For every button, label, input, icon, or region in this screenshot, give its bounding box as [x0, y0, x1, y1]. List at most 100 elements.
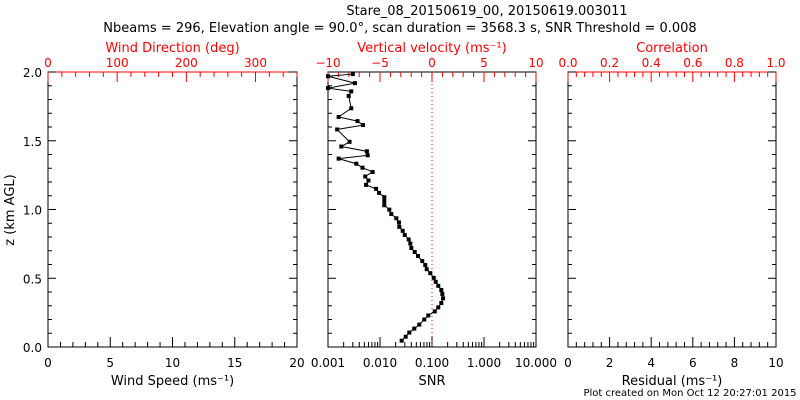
- snr-data-point: [394, 216, 399, 221]
- snr-data-point: [355, 119, 360, 124]
- x-tick-label: 6: [689, 356, 697, 370]
- snr-data-point: [424, 267, 429, 272]
- snr-data-point: [335, 127, 340, 132]
- top-x-tick-label: −5: [371, 56, 389, 70]
- snr-data-point: [406, 237, 411, 242]
- top-x-tick-label: −10: [315, 56, 340, 70]
- top-x-tick-label: 100: [106, 56, 129, 70]
- top-x-tick-label: 0.0: [558, 56, 577, 70]
- snr-data-point: [433, 279, 438, 284]
- panel-frame-left: [47, 71, 298, 348]
- snr-data-point: [389, 212, 394, 217]
- top-x-tick-label: 0.6: [683, 56, 702, 70]
- x-tick-label: 2: [606, 356, 614, 370]
- snr-data-point: [412, 249, 417, 254]
- snr-data-point: [397, 220, 402, 225]
- snr-data-point: [400, 228, 405, 233]
- snr-data-point: [409, 246, 414, 250]
- snr-data-point: [339, 144, 344, 149]
- snr-data-point: [439, 287, 444, 292]
- top-x-tick-label: 1.0: [766, 56, 785, 70]
- x-tick-label: 20: [289, 356, 304, 370]
- snr-data-point: [326, 86, 330, 91]
- top-x-tick-label: 0.4: [642, 56, 661, 70]
- snr-data-point: [417, 322, 422, 327]
- top-x-tick-label: 0: [428, 56, 436, 70]
- title-line-1: Stare_08_20150619_00, 20150619.003011: [346, 4, 627, 19]
- top-axis-label-middle: Vertical velocity (ms⁻¹): [357, 41, 506, 56]
- panel-frame-middle: [327, 71, 537, 348]
- x-tick-label: 5: [106, 356, 114, 370]
- top-x-tick-label: 0: [44, 56, 52, 70]
- x-axis-label-left: Wind Speed (ms⁻¹): [111, 374, 234, 389]
- snr-data-point: [436, 283, 441, 288]
- top-axis-label-right: Correlation: [636, 41, 708, 56]
- x-tick-label: 0: [564, 356, 572, 370]
- footer-timestamp: Plot created on Mon Oct 12 20:27:01 2015: [583, 388, 796, 399]
- x-tick-label: 0.001: [311, 356, 345, 370]
- snr-data-point: [360, 165, 365, 170]
- snr-data-point: [366, 178, 371, 183]
- panel-frame-right: [567, 71, 777, 348]
- snr-data-point: [346, 93, 351, 98]
- snr-data-point: [382, 203, 387, 208]
- snr-data-point: [370, 169, 375, 174]
- snr-data-point: [402, 232, 407, 237]
- snr-data-point: [420, 259, 425, 264]
- snr-data-point: [440, 291, 445, 296]
- x-tick-label: 4: [647, 356, 655, 370]
- snr-data-point: [364, 149, 369, 154]
- top-axis-label-left: Wind Direction (deg): [105, 41, 239, 56]
- snr-data-point: [354, 161, 359, 166]
- x-tick-label: 15: [227, 356, 242, 370]
- snr-data-point: [363, 174, 368, 179]
- top-x-tick-label: 0.2: [600, 56, 619, 70]
- x-tick-label: 1.000: [467, 356, 501, 370]
- title-line-2: Nbeams = 296, Elevation angle = 90.0°, s…: [103, 21, 696, 36]
- snr-data-point: [352, 81, 357, 86]
- snr-data-point: [441, 296, 446, 301]
- snr-data-point: [336, 114, 341, 119]
- snr-data-point: [326, 74, 330, 79]
- snr-data-point: [350, 72, 355, 77]
- snr-data-point: [377, 190, 382, 195]
- snr-data-point: [347, 139, 352, 144]
- y-axis-label: z (km AGL): [3, 174, 18, 245]
- x-tick-label: 0.100: [415, 356, 449, 370]
- top-x-tick-label: 200: [175, 56, 198, 70]
- snr-data-point: [403, 334, 408, 339]
- snr-data-point: [439, 301, 444, 305]
- snr-data-point: [365, 153, 370, 158]
- top-x-tick-label: 10: [528, 56, 543, 70]
- snr-data-point: [423, 263, 428, 268]
- x-tick-label: 8: [731, 356, 739, 370]
- snr-data-point: [422, 317, 427, 322]
- y-tick-label: 2.0: [23, 66, 42, 80]
- y-tick-label: 0.5: [23, 272, 42, 286]
- snr-data-point: [408, 241, 413, 246]
- snr-data-point: [416, 253, 421, 258]
- snr-data-point: [399, 338, 404, 343]
- x-tick-label: 10: [768, 356, 783, 370]
- snr-data-point: [336, 156, 341, 161]
- snr-data-point: [382, 199, 387, 204]
- snr-data-point: [364, 182, 369, 187]
- snr-data-point: [431, 275, 436, 280]
- snr-data-point: [360, 123, 365, 128]
- x-tick-label: 10.000: [515, 356, 557, 370]
- x-tick-label: 0.010: [363, 356, 397, 370]
- snr-data-point: [382, 195, 387, 200]
- snr-data-point: [349, 89, 354, 94]
- snr-data-point: [397, 224, 402, 229]
- top-x-tick-label: 0.8: [725, 56, 744, 70]
- y-tick-label: 1.0: [23, 204, 42, 218]
- snr-data-point: [349, 106, 354, 111]
- snr-data-point: [426, 313, 431, 318]
- top-x-tick-label: 300: [244, 56, 267, 70]
- x-tick-label: 10: [165, 356, 180, 370]
- snr-data-point: [374, 186, 379, 191]
- snr-data-point: [436, 305, 441, 310]
- snr-data-point: [387, 207, 392, 212]
- x-tick-label: 0: [44, 356, 52, 370]
